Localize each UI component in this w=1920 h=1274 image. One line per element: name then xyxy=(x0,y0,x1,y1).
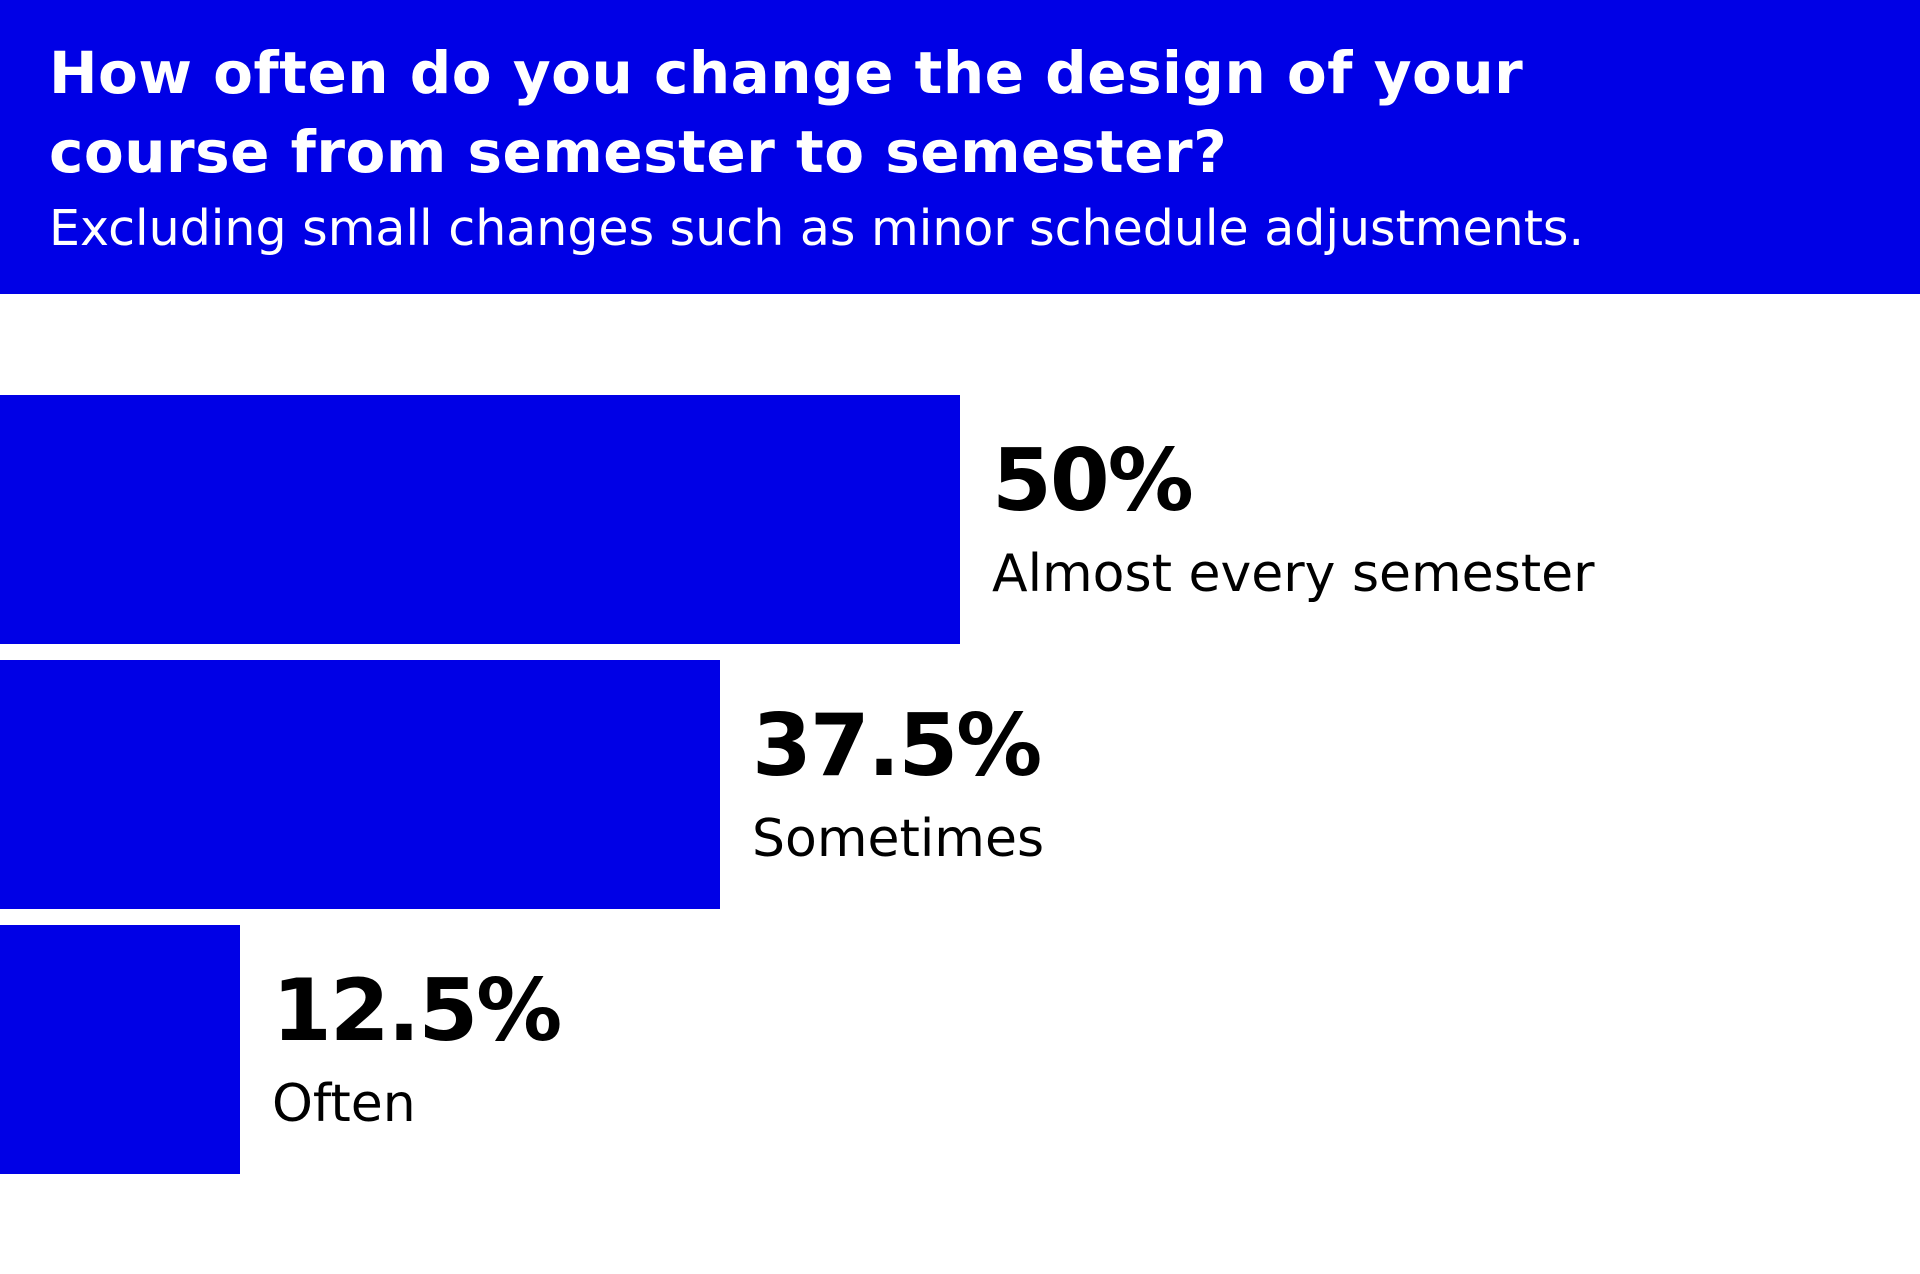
value-label-almost-every-semester: 50% xyxy=(992,431,1194,531)
category-label-almost-every-semester: Almost every semester xyxy=(992,544,1595,604)
value-label-sometimes: 37.5% xyxy=(752,696,1042,796)
value-label-often: 12.5% xyxy=(272,961,562,1061)
chart-subtitle: Excluding small changes such as minor sc… xyxy=(49,200,1585,257)
bar-often xyxy=(0,925,240,1174)
bar-sometimes xyxy=(0,660,720,909)
bar-almost-every-semester xyxy=(0,395,960,644)
category-label-sometimes: Sometimes xyxy=(752,809,1045,869)
bar-chart: 50% Almost every semester 37.5% Sometimes 12… xyxy=(0,395,1920,1175)
chart-header: How often do you change the design of yo… xyxy=(0,0,1920,294)
category-label-often: Often xyxy=(272,1074,416,1134)
chart-title: How often do you change the design of yo… xyxy=(49,39,1524,186)
